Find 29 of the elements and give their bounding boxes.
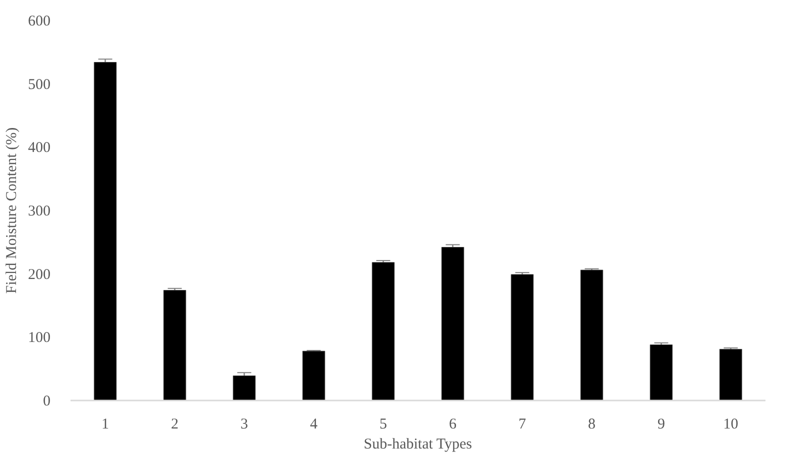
bar [372, 262, 395, 400]
x-tick-label: 8 [588, 416, 596, 432]
x-tick-label: 4 [310, 416, 318, 432]
x-tick-label: 3 [240, 416, 248, 432]
y-tick-label: 300 [28, 204, 50, 220]
y-axis-title: Field Moisture Content (%) [4, 127, 20, 294]
bar [719, 348, 742, 400]
x-tick-label: 2 [171, 416, 178, 432]
bar [94, 62, 117, 400]
x-tick-label: 1 [102, 416, 109, 432]
x-axis-title: Sub-habitat Types [364, 436, 472, 452]
y-tick-label: 600 [28, 14, 50, 30]
x-tick-label: 10 [723, 416, 738, 432]
y-tick-label: 0 [43, 394, 50, 410]
bar [302, 350, 326, 400]
x-tick-label: 7 [518, 416, 526, 432]
bar [650, 344, 673, 400]
x-tick-label: 9 [658, 416, 665, 432]
bar [580, 270, 604, 400]
bar [163, 290, 186, 400]
bar [232, 376, 256, 400]
x-tick-label: 5 [380, 416, 387, 432]
y-tick-label: 400 [28, 140, 50, 156]
bar [510, 274, 534, 400]
y-tick-label: 200 [28, 266, 50, 283]
y-tick-label: 500 [28, 76, 50, 93]
bar [441, 246, 464, 400]
y-tick-label: 100 [28, 330, 50, 346]
x-tick-label: 6 [449, 416, 457, 432]
